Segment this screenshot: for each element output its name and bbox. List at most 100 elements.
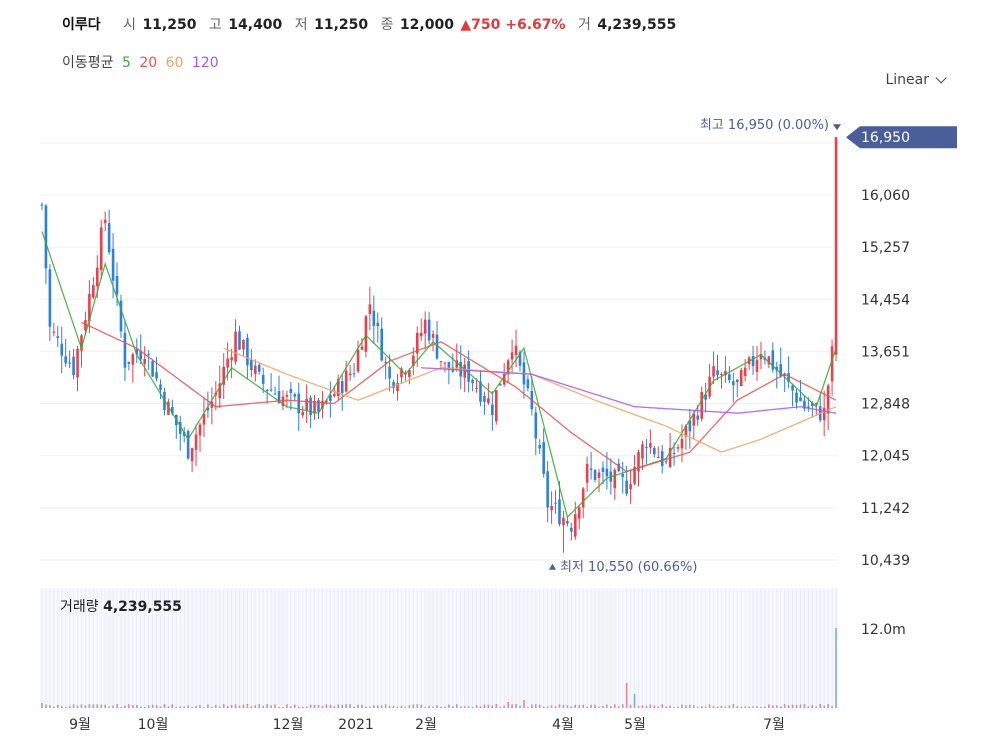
volume-bar bbox=[724, 706, 727, 708]
volume-bar bbox=[487, 704, 490, 708]
volume-bar bbox=[365, 706, 367, 708]
volume-bar bbox=[756, 706, 758, 708]
candle-body bbox=[293, 394, 297, 397]
candle-body bbox=[309, 397, 312, 416]
candle-body bbox=[589, 468, 593, 470]
candle-body bbox=[554, 502, 557, 504]
volume-bar bbox=[112, 705, 114, 708]
volume-bar bbox=[424, 706, 426, 708]
volume-bar bbox=[649, 704, 652, 708]
y-tick-label: 10,439 bbox=[861, 553, 910, 569]
y-tick-label: 12,045 bbox=[861, 449, 910, 465]
volume-bar bbox=[159, 706, 162, 708]
y-tick-label: 11,242 bbox=[861, 501, 910, 517]
candle-body bbox=[123, 332, 127, 368]
volume-bar bbox=[246, 704, 249, 708]
candle-body bbox=[510, 352, 514, 360]
candle-body bbox=[822, 407, 826, 421]
candle-body bbox=[830, 346, 834, 382]
candle-body bbox=[431, 334, 435, 338]
price-summary: 이루다 시 11,250 고 14,400 저 11,250 종 12,000 … bbox=[62, 14, 678, 34]
candle-body bbox=[597, 472, 601, 478]
volume-bar bbox=[523, 700, 525, 708]
volume-bar bbox=[637, 705, 640, 708]
candle-body bbox=[483, 395, 486, 402]
candle-body bbox=[242, 339, 245, 350]
volume-bar bbox=[475, 704, 478, 708]
x-tick-label: 4월 bbox=[552, 717, 574, 733]
candle-body bbox=[581, 488, 585, 508]
volume-bar bbox=[408, 705, 411, 708]
candle-body bbox=[653, 448, 656, 455]
volume-bar bbox=[337, 704, 340, 708]
candle-body bbox=[356, 349, 360, 372]
candle-body bbox=[372, 310, 376, 326]
moving-average-label: 이동평균 bbox=[62, 55, 114, 71]
candle-body bbox=[408, 370, 411, 377]
volume-bar bbox=[606, 704, 608, 708]
y-tick-label: 16,060 bbox=[861, 188, 910, 204]
volume-bar bbox=[143, 706, 146, 708]
volume-bar bbox=[760, 706, 762, 708]
volume-bar bbox=[483, 704, 486, 708]
volume-bar bbox=[294, 704, 296, 708]
candle-body bbox=[317, 400, 320, 412]
candle-body bbox=[171, 407, 174, 414]
volume-bar bbox=[823, 705, 825, 708]
candle-body bbox=[301, 411, 305, 416]
volume-bar bbox=[586, 706, 588, 708]
volume-bar bbox=[124, 705, 126, 708]
volume-bar bbox=[807, 706, 810, 708]
volume-bar bbox=[736, 706, 739, 708]
close-label: 종 bbox=[380, 17, 394, 33]
volume-bar bbox=[827, 704, 829, 708]
volume-bar bbox=[574, 704, 577, 708]
y-tick-label: 15,257 bbox=[861, 240, 910, 256]
candle-body bbox=[672, 452, 676, 454]
candle-body bbox=[613, 469, 617, 489]
candle-body bbox=[333, 394, 336, 397]
candle-body bbox=[234, 331, 237, 362]
candle-body bbox=[155, 372, 158, 379]
volume-bar bbox=[84, 705, 87, 708]
volume-bar bbox=[167, 706, 170, 708]
candle-body bbox=[269, 389, 273, 391]
x-tick-label: 9월 bbox=[69, 717, 91, 733]
volume-bar bbox=[669, 705, 671, 708]
volume-bar bbox=[748, 706, 750, 708]
change-value: ▲750 +6.67% bbox=[460, 17, 566, 33]
volume-bar bbox=[175, 706, 178, 708]
candle-body bbox=[92, 285, 95, 298]
scale-dropdown[interactable]: Linear bbox=[885, 72, 947, 88]
candle-body bbox=[656, 457, 660, 459]
candle-body bbox=[585, 463, 589, 483]
volume-bar bbox=[222, 704, 225, 708]
candle-body bbox=[147, 354, 150, 356]
candle-body bbox=[570, 527, 573, 532]
candle-body bbox=[107, 223, 111, 253]
candle-body bbox=[285, 394, 289, 397]
volume-bar bbox=[211, 706, 213, 708]
candle-body bbox=[250, 359, 253, 370]
volume-bar bbox=[681, 704, 683, 708]
volume-bar bbox=[92, 704, 95, 708]
ma20-line bbox=[81, 321, 837, 473]
volume-bar bbox=[779, 706, 782, 708]
candle-body bbox=[641, 444, 644, 459]
volume-bar bbox=[258, 704, 261, 708]
candle-body bbox=[526, 379, 530, 389]
volume-bar bbox=[677, 706, 679, 708]
candle-body bbox=[834, 137, 838, 355]
candle-body bbox=[435, 334, 439, 359]
candle-body bbox=[151, 361, 154, 377]
volume-bar bbox=[120, 706, 122, 708]
volume-bar bbox=[625, 683, 628, 708]
x-tick-label: 10월 bbox=[138, 717, 169, 733]
candle-body bbox=[115, 276, 119, 295]
candle-body bbox=[186, 430, 190, 459]
volume-bar bbox=[420, 704, 423, 708]
candle-body bbox=[664, 461, 668, 463]
volume-bar bbox=[412, 704, 415, 708]
candle-body bbox=[455, 360, 459, 368]
